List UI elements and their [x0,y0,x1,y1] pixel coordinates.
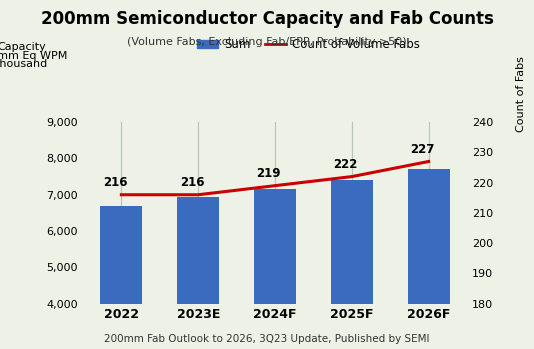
Text: 222: 222 [334,158,358,171]
Text: 200mm Fab Outlook to 2026, 3Q23 Update, Published by SEMI: 200mm Fab Outlook to 2026, 3Q23 Update, … [104,334,430,344]
Text: 219: 219 [257,167,281,180]
Bar [100,206,143,349]
Text: 200mm Eq WPM: 200mm Eq WPM [0,51,67,61]
Bar [407,169,450,349]
Text: 216: 216 [103,176,128,189]
Text: Count of Fabs: Count of Fabs [516,56,525,132]
Legend: Sum, Count of Volume Fabs: Sum, Count of Volume Fabs [192,34,425,56]
Text: thousand: thousand [0,59,48,69]
Text: 200mm Semiconductor Capacity and Fab Counts: 200mm Semiconductor Capacity and Fab Cou… [41,10,493,29]
Bar [254,189,296,349]
Bar [331,180,373,349]
Text: (Volume Fabs, Excluding Fab/EPP, Probability >50): (Volume Fabs, Excluding Fab/EPP, Probabi… [127,37,407,47]
Text: 227: 227 [410,143,435,156]
Text: 216: 216 [180,176,205,189]
Bar [177,196,219,349]
Text: Capacity: Capacity [0,42,46,52]
